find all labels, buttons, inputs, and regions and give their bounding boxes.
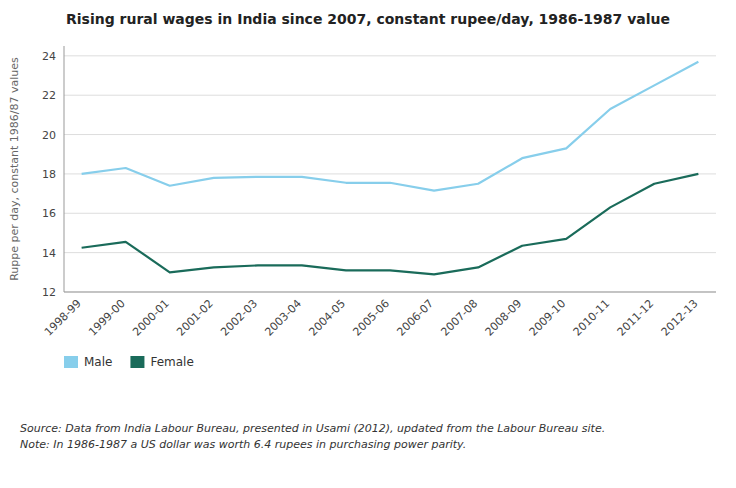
- grid: [64, 56, 716, 292]
- x-tick-label: 1998-99: [42, 297, 84, 339]
- grid-line: [64, 252, 716, 253]
- grid-line: [64, 55, 716, 56]
- x-tick-label: 2004-05: [306, 297, 348, 339]
- source: Source: Data from India Labour Bureau, p…: [20, 422, 605, 451]
- grid-line: [64, 292, 716, 293]
- x-tick-label: 2000-01: [130, 297, 172, 339]
- grid-line: [64, 213, 716, 214]
- x-tick-label: 2007-08: [439, 297, 481, 339]
- grid-line: [64, 173, 716, 174]
- title: Rising rural wages in India since 2007, …: [66, 11, 670, 27]
- series-lines: [82, 62, 699, 275]
- x-axis-line: [64, 292, 716, 293]
- x-tick-label: 2001-02: [174, 297, 216, 339]
- y-tick-label: 18: [42, 168, 56, 181]
- x-tick-label: 2011-12: [615, 297, 657, 339]
- grid-line: [64, 134, 716, 135]
- y-tick-label: 14: [42, 247, 56, 260]
- x-tick-label: 2005-06: [350, 297, 392, 339]
- x-tick-label: 2009-10: [527, 297, 569, 339]
- x-tick-label: 2003-04: [262, 297, 304, 339]
- chart: Rising rural wages in India since 2007, …: [0, 0, 736, 488]
- line: [82, 174, 699, 274]
- y-tick-label: 20: [42, 129, 56, 142]
- legend-label: Female: [150, 355, 193, 369]
- x-tick-label: 2012-13: [659, 297, 701, 339]
- legend-swatch: [130, 356, 144, 368]
- legend: Male Female: [64, 355, 194, 369]
- y-tick-label: 12: [42, 286, 56, 299]
- legend-label: Male: [84, 355, 112, 369]
- y-tick-label: 22: [42, 89, 56, 102]
- y-tick-label: 16: [42, 207, 56, 220]
- x-tick-label: 2010-11: [571, 297, 613, 339]
- y-axis-label: Ruppe per day, constant 1986/87 values: [8, 57, 21, 281]
- x-tick-label: 1999-00: [86, 297, 128, 339]
- legend-swatch: [64, 356, 78, 368]
- y-axis-line: [64, 46, 65, 292]
- y-tick-label: 24: [42, 50, 56, 63]
- x-tick-label: 2006-07: [394, 297, 436, 339]
- x-tick-label: 2002-03: [218, 297, 260, 339]
- grid-line: [64, 95, 716, 96]
- line: [82, 62, 699, 191]
- x-tick-label: 2008-09: [483, 297, 525, 339]
